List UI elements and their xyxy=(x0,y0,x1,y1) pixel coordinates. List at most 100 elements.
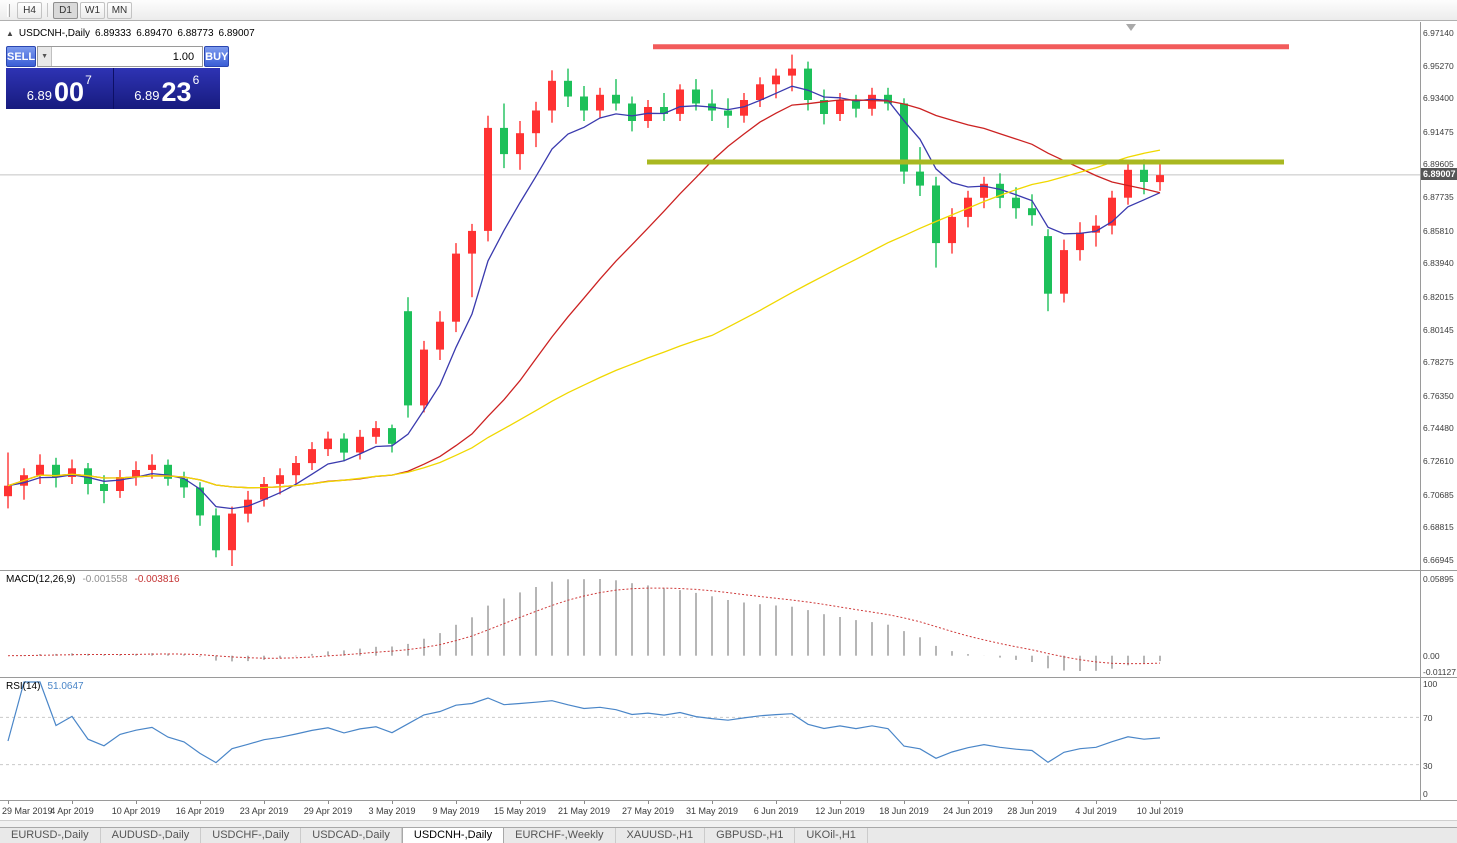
toolbar-separator xyxy=(47,3,48,17)
macd-scale: 0.05895 0.00 -0.01127 xyxy=(1420,571,1457,677)
macd-name: MACD(12,26,9) xyxy=(6,574,76,585)
chart-tab-gbpusd-h1[interactable]: GBPUSD-,H1 xyxy=(705,828,796,843)
price-chart-panel[interactable]: ▲ USDCNH-,Daily 6.89333 6.89470 6.88773 6.890… xyxy=(0,22,1457,570)
time-tick xyxy=(648,801,649,804)
candlestick-plot[interactable] xyxy=(0,22,1420,570)
price-scale-label: 6.82015 xyxy=(1423,292,1454,302)
rsi-scale-label: 100 xyxy=(1423,679,1438,689)
price-scale[interactable]: 6.89007 6.97140 6.95270 6.93400 6.91475 6.89… xyxy=(1420,22,1457,570)
time-tick xyxy=(456,801,457,804)
ask-quote-button[interactable]: 6.89 23 6 xyxy=(113,68,220,109)
chart-tab-usdcnh-daily[interactable]: USDCNH-,Daily xyxy=(401,828,505,843)
one-click-collapse-icon[interactable]: ▲ xyxy=(6,29,14,38)
rsi-scale: 100 70 30 0 xyxy=(1420,678,1457,800)
candles xyxy=(4,54,1164,566)
time-tick xyxy=(840,801,841,804)
time-tick xyxy=(520,801,521,804)
date-label: 23 Apr 2019 xyxy=(239,806,289,816)
volume-box: ▼ xyxy=(37,46,204,67)
volume-dropdown-icon[interactable]: ▼ xyxy=(38,47,53,66)
time-tick xyxy=(200,801,201,804)
price-scale-label: 6.93400 xyxy=(1423,93,1454,103)
ask-price-small: 6.89 xyxy=(134,88,160,103)
bid-price-small: 6.89 xyxy=(26,88,53,103)
date-label: 10 Apr 2019 xyxy=(111,806,161,816)
chart-shift-marker[interactable] xyxy=(1126,24,1136,31)
price-scale-label: 6.76350 xyxy=(1423,391,1454,401)
chart-tab-usdchf-daily[interactable]: USDCHF-,Daily xyxy=(201,828,302,843)
rsi-scale-label: 30 xyxy=(1423,761,1433,771)
chart-symbol-label: USDCNH-,Daily xyxy=(18,28,91,39)
timeframe-button-d1[interactable]: D1 xyxy=(53,1,78,19)
date-label: 3 May 2019 xyxy=(368,806,416,816)
macd-histogram xyxy=(23,579,1161,671)
timeframe-button-w1[interactable]: W1 xyxy=(80,1,105,19)
date-label: 29 Apr 2019 xyxy=(303,806,353,816)
price-scale-label: 6.68815 xyxy=(1423,522,1454,532)
price-scale-label: 6.72610 xyxy=(1423,456,1454,466)
price-scale-label: 6.91475 xyxy=(1423,127,1454,137)
rsi-value: 51.0647 xyxy=(47,681,84,692)
chart-tab-ukoil-h1[interactable]: UKOil-,H1 xyxy=(795,828,868,843)
date-label: 28 Jun 2019 xyxy=(1007,806,1057,816)
ma-line-slow xyxy=(7,149,1161,489)
chart-tab-audusd-daily[interactable]: AUDUSD-,Daily xyxy=(101,828,202,843)
rsi-plot xyxy=(0,681,1420,766)
ma-line-fast xyxy=(7,85,1161,510)
time-tick xyxy=(904,801,905,804)
date-label: 4 Jul 2019 xyxy=(1075,806,1117,816)
time-tick xyxy=(968,801,969,804)
rsi-name: RSI(14) xyxy=(6,681,41,692)
price-scale-label: 6.97140 xyxy=(1423,28,1454,38)
time-tick xyxy=(584,801,585,804)
quote-panel: 6.89 00 7 6.89 23 6 xyxy=(6,68,220,109)
toolbar-grip[interactable] xyxy=(7,3,10,17)
macd-main-value: -0.001558 xyxy=(82,574,128,585)
date-label: 21 May 2019 xyxy=(557,806,611,816)
date-label: 27 May 2019 xyxy=(621,806,675,816)
volume-input[interactable] xyxy=(52,47,203,66)
toolbar: H4 D1 W1 MN xyxy=(0,0,1457,21)
time-axis[interactable]: 29 Mar 2019 4 Apr 2019 10 Apr 2019 16 Apr 2… xyxy=(0,800,1457,820)
ohlc-high: 6.89470 xyxy=(136,28,173,39)
macd-signal-line xyxy=(7,587,1161,665)
sell-button[interactable]: SELL xyxy=(6,46,37,67)
time-tick xyxy=(1032,801,1033,804)
horizontal-scrollbar[interactable] xyxy=(0,820,1457,827)
price-scale-label: 6.78275 xyxy=(1423,357,1454,367)
timeframe-button-mn[interactable]: MN xyxy=(107,1,132,19)
ask-price-sup: 6 xyxy=(192,73,200,87)
ma-line-mid xyxy=(7,99,1161,489)
macd-panel[interactable]: MACD(12,26,9) -0.001558 -0.003816 0.05895 0… xyxy=(0,570,1457,677)
date-label: 10 Jul 2019 xyxy=(1136,806,1184,816)
chart-tab-bar: EURUSD-,Daily AUDUSD-,Daily USDCHF-,Daily U… xyxy=(0,827,1457,843)
ohlc-close: 6.89007 xyxy=(218,28,255,39)
price-scale-label: 6.87735 xyxy=(1423,192,1454,202)
current-price-tag: 6.89007 xyxy=(1421,168,1457,180)
timeframe-button-h4[interactable]: H4 xyxy=(17,1,42,19)
time-tick xyxy=(776,801,777,804)
date-label: 29 Mar 2019 xyxy=(2,806,53,816)
chart-tab-xauusd-h1[interactable]: XAUUSD-,H1 xyxy=(616,828,706,843)
chart-tab-eurchf-weekly[interactable]: EURCHF-,Weekly xyxy=(504,828,616,843)
date-label: 6 Jun 2019 xyxy=(753,806,799,816)
bid-quote-button[interactable]: 6.89 00 7 xyxy=(6,68,113,109)
time-tick xyxy=(136,801,137,804)
bid-price-big: 00 xyxy=(54,77,85,107)
price-scale-label: 6.66945 xyxy=(1423,555,1454,565)
price-scale-label: 6.89605 xyxy=(1423,159,1454,169)
price-scale-label: 6.70685 xyxy=(1423,490,1454,500)
date-label: 12 Jun 2019 xyxy=(815,806,865,816)
chart-tab-eurusd-daily[interactable]: EURUSD-,Daily xyxy=(0,828,101,843)
chart-tab-usdcad-daily[interactable]: USDCAD-,Daily xyxy=(301,828,402,843)
macd-scale-label: 0.05895 xyxy=(1423,574,1454,584)
macd-scale-label: 0.00 xyxy=(1423,651,1440,661)
time-tick xyxy=(392,801,393,804)
chart-info-line: ▲ USDCNH-,Daily 6.89333 6.89470 6.88773 6.890… xyxy=(6,28,260,39)
date-label: 9 May 2019 xyxy=(432,806,480,816)
buy-button[interactable]: BUY xyxy=(204,46,230,67)
rsi-panel[interactable]: RSI(14) 51.0647 100 70 30 0 xyxy=(0,677,1457,800)
ohlc-open: 6.89333 xyxy=(95,28,132,39)
price-scale-label: 6.80145 xyxy=(1423,325,1454,335)
